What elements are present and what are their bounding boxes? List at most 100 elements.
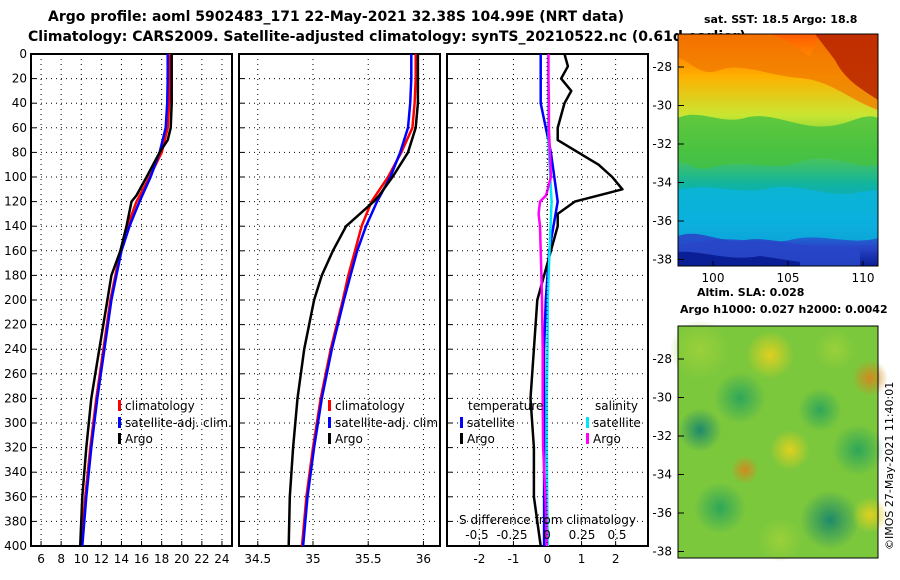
- x-tick-label: 35.5: [355, 552, 382, 566]
- depth-tick-label: 200: [4, 293, 27, 307]
- legend-swatch-satellite: [328, 417, 331, 428]
- s-tick-label: 0: [543, 528, 551, 542]
- salinity-legend: climatology satellite-adj. clim. Argo: [328, 399, 442, 446]
- depth-tick-label: 20: [12, 72, 27, 86]
- sst-lon-label: 110: [852, 271, 875, 285]
- sst-map-title: sat. SST: 18.5 Argo: 18.8: [704, 13, 857, 26]
- legend-swatch-satellite: [118, 417, 121, 428]
- title-line-1: Argo profile: aoml 5902483_171 22-May-20…: [48, 9, 624, 25]
- salinity-series: [287, 54, 420, 546]
- x-tick-label: -1: [507, 552, 519, 566]
- depth-tick-label: 380: [4, 514, 27, 528]
- legend-swatch-temp-argo: [460, 433, 463, 444]
- depth-tick-label: 400: [4, 539, 27, 553]
- difference-series: [529, 54, 624, 546]
- x-tick-label: 8: [57, 552, 65, 566]
- sla-lat-label: -28: [652, 352, 672, 366]
- sst-lon-label: 105: [777, 271, 800, 285]
- x-tick-label: 36: [416, 552, 431, 566]
- depth-tick-label: 40: [12, 96, 27, 110]
- depth-tick-label: 100: [4, 170, 27, 184]
- s-difference-label: S difference from climatology: [459, 513, 636, 527]
- sst-lon-label: 100: [702, 271, 725, 285]
- depth-tick-label: 360: [4, 490, 27, 504]
- imos-credit: ©IMOS 27-May-2021 11:40:01: [883, 382, 896, 550]
- x-tick-label: 35: [305, 552, 320, 566]
- sst-lat-label: -36: [652, 214, 672, 228]
- sst-lat-axis: -28 -30 -32 -34 -36 -38: [652, 60, 684, 267]
- s-tick-label: 0.5: [607, 528, 626, 542]
- s-tick-label: -0.25: [496, 528, 527, 542]
- legend-label-argo: Argo: [335, 432, 363, 446]
- sla-lat-label: -34: [652, 468, 672, 482]
- legend-label-climatology: climatology: [335, 399, 405, 413]
- depth-tick-label: 320: [4, 441, 27, 455]
- sst-lon-axis: 100 105 110: [702, 261, 875, 285]
- depth-tick-label: 140: [4, 219, 27, 233]
- sla-lat-label: -30: [652, 391, 672, 405]
- difference-legend: temperature salinity satellite Argo sate…: [460, 399, 641, 446]
- series-line-argo: [287, 54, 420, 546]
- legend-swatch-sal-argo: [586, 433, 589, 444]
- sst-lat-label: -34: [652, 176, 672, 190]
- sla-lat-label: -38: [652, 545, 672, 559]
- legend-swatch-sal-satellite: [586, 417, 589, 428]
- depth-axis: 0 20 40 60 80 100 120 140 160 180 200 220 240 260 280 3…: [4, 47, 27, 553]
- depth-tick-label: 340: [4, 465, 27, 479]
- legend-swatch-argo: [118, 433, 121, 444]
- sla-lat-label: -36: [652, 506, 672, 520]
- temperature-x-axis: 6 8 10 12 14 16 18 20 22 24: [37, 541, 230, 566]
- series-line-salinity-argo: [537, 54, 553, 546]
- x-tick-label: 16: [134, 552, 149, 566]
- legend-label-climatology: climatology: [125, 399, 195, 413]
- legend-label-argo: Argo: [125, 432, 153, 446]
- series-line-argo: [78, 54, 173, 546]
- depth-tick-label: 280: [4, 391, 27, 405]
- sla-title-line-1: Altim. SLA: 0.028: [697, 286, 804, 299]
- sst-lat-label: -28: [652, 60, 672, 74]
- x-tick-label: 1: [578, 552, 586, 566]
- legend-label-sal-argo: Argo: [593, 432, 621, 446]
- depth-tick-label: 0: [19, 47, 27, 61]
- series-line-satellite-adj-clim-: [301, 54, 413, 546]
- x-tick-label: 12: [94, 552, 109, 566]
- x-tick-label: 10: [74, 552, 89, 566]
- sst-lat-label: -30: [652, 99, 672, 113]
- legend-label-temp-satellite: satellite: [467, 416, 515, 430]
- depth-tick-label: 60: [12, 121, 27, 135]
- sst-lat-label: -38: [652, 253, 672, 267]
- sla-lat-axis: -28 -30 -32 -34 -36 -38: [652, 352, 684, 559]
- depth-tick-label: 160: [4, 244, 27, 258]
- salinity-x-axis: 34.5 35 35.5 36: [244, 541, 431, 566]
- legend-label-temp-argo: Argo: [467, 432, 495, 446]
- x-tick-label: 18: [154, 552, 169, 566]
- sst-lat-label: -32: [652, 137, 672, 151]
- x-tick-label: 22: [194, 552, 209, 566]
- legend-title-salinity: salinity: [595, 399, 638, 413]
- sla-map: [670, 320, 888, 562]
- legend-label-satellite: satellite-adj. clim.: [125, 416, 232, 430]
- depth-tick-label: 120: [4, 195, 27, 209]
- x-tick-label: 34.5: [244, 552, 271, 566]
- series-line-satellite-adj-clim-: [81, 54, 169, 546]
- x-tick-label: -2: [473, 552, 485, 566]
- x-tick-label: 14: [114, 552, 129, 566]
- legend-swatch-climatology: [328, 400, 331, 411]
- x-tick-label: 24: [214, 552, 229, 566]
- legend-swatch-argo: [328, 433, 331, 444]
- depth-tick-label: 180: [4, 268, 27, 282]
- depth-tick-label: 240: [4, 342, 27, 356]
- x-tick-label: 20: [174, 552, 189, 566]
- sst-map: [677, 33, 879, 267]
- legend-swatch-climatology: [118, 400, 121, 411]
- temperature-series: [78, 54, 173, 546]
- s-tick-label: -0.5: [465, 528, 488, 542]
- sla-title-line-2: Argo h1000: 0.027 h2000: 0.0042: [680, 303, 888, 316]
- depth-tick-label: 220: [4, 318, 27, 332]
- sla-lat-label: -32: [652, 429, 672, 443]
- legend-title-temperature: temperature: [468, 399, 543, 413]
- s-difference-ticks: -0.5 -0.25 0 0.25 0.5: [465, 528, 626, 542]
- legend-label-sal-satellite: satellite: [593, 416, 641, 430]
- s-tick-label: 0.25: [569, 528, 596, 542]
